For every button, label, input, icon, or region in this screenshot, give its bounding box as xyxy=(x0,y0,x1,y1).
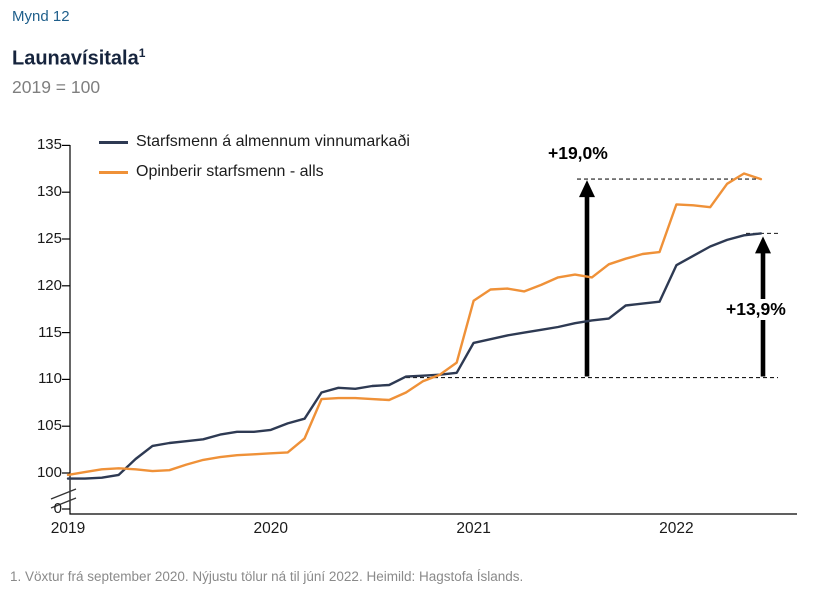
axis-break-mark xyxy=(50,488,77,500)
y-tick-label: 125 xyxy=(36,230,62,247)
legend-item-private: Starfsmenn á almennum vinnumarkaði xyxy=(99,132,410,152)
y-tick-label: 105 xyxy=(36,417,62,435)
series-line-private xyxy=(66,232,763,480)
chart-title: Launavísitala1 xyxy=(12,46,145,71)
annotation-public-growth: +19,0% xyxy=(548,143,608,163)
legend-line-swatch-private xyxy=(99,140,128,144)
y-tick-label: 120 xyxy=(36,276,62,294)
y-tick-label: 130 xyxy=(36,183,62,201)
chart-subtitle: 2019 = 100 xyxy=(12,77,101,97)
x-tick-label: 2021 xyxy=(456,520,491,537)
growth-arrow-public-head xyxy=(579,180,595,198)
legend-label-public: Opinberir starfsmenn - alls xyxy=(136,163,324,180)
growth-arrow-private-head xyxy=(755,236,771,254)
x-tick-label: 2022 xyxy=(659,520,694,537)
y-tick-label: 135 xyxy=(36,136,62,154)
axis-lines xyxy=(69,145,797,515)
footnote-marker: 1 xyxy=(138,46,146,60)
y-tick-label: 0 xyxy=(53,500,62,517)
y-tick-label: 100 xyxy=(36,464,62,481)
axis-break-mark xyxy=(50,497,77,509)
x-tick-label: 2019 xyxy=(50,520,86,537)
footnote: 1. Vöxtur frá september 2020. Nýjustu tö… xyxy=(10,569,524,584)
series-line-public xyxy=(66,172,763,477)
y-tick-label: 115 xyxy=(38,323,62,341)
chart-title-text: Launavísitala xyxy=(12,47,139,70)
figure-label: Mynd 12 xyxy=(12,8,70,25)
annotation-private-growth: +13,9% xyxy=(723,299,789,320)
y-tick-label: 110 xyxy=(38,370,62,388)
legend-line-swatch-public xyxy=(99,170,128,174)
x-tick-label: 2020 xyxy=(253,520,289,537)
legend-label-private: Starfsmenn á almennum vinnumarkaði xyxy=(136,133,410,150)
legend-item-public: Opinberir starfsmenn - alls xyxy=(99,162,324,182)
